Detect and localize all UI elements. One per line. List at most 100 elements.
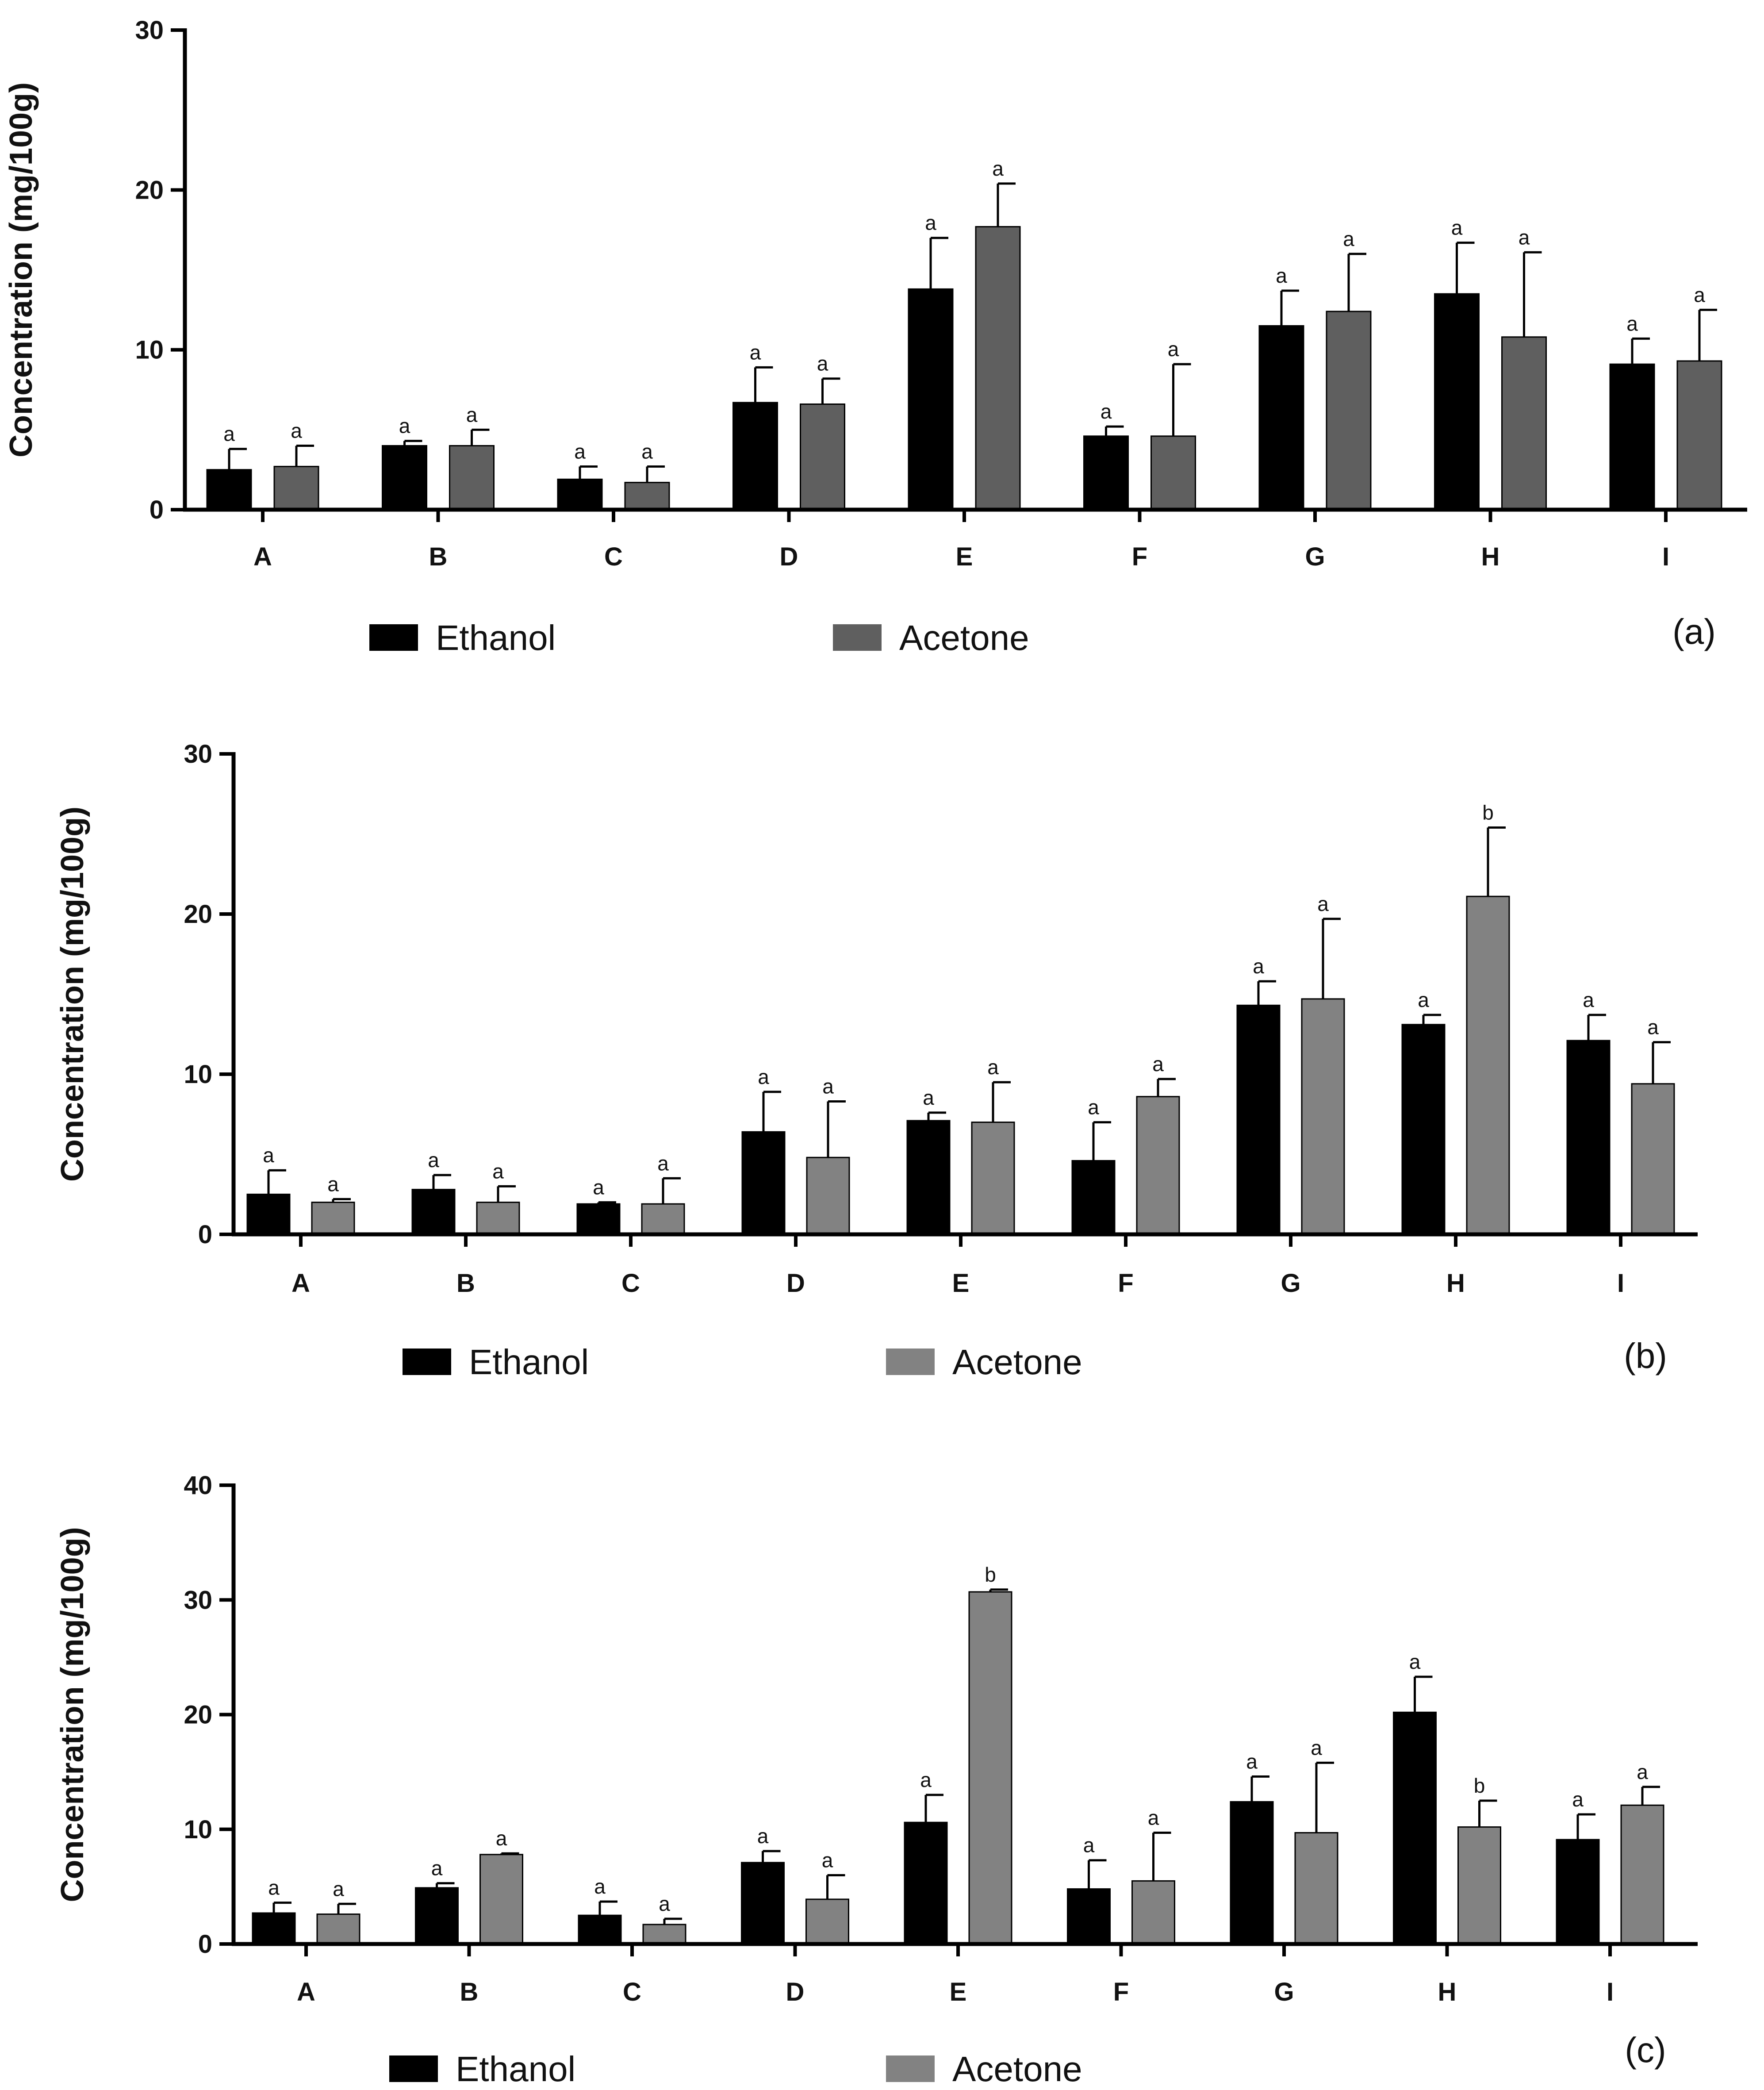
significance-label: a bbox=[327, 1172, 339, 1195]
legend-swatch-ethanol bbox=[389, 2055, 438, 2082]
bar-acetone-I bbox=[1676, 360, 1722, 511]
significance-label: a bbox=[1083, 1834, 1095, 1857]
y-tick-label: 30 bbox=[135, 16, 164, 45]
bar-acetone-G bbox=[1301, 998, 1345, 1235]
x-tick-label: A bbox=[297, 1978, 315, 2006]
bar-acetone-I bbox=[1631, 1083, 1675, 1235]
x-tick-label: A bbox=[253, 542, 272, 571]
x-tick-label: E bbox=[950, 1978, 967, 2006]
bar-ethanol-C bbox=[578, 1914, 622, 1945]
legend-swatch-ethanol bbox=[369, 624, 418, 651]
bar-ethanol-B bbox=[411, 1189, 456, 1235]
y-axis-label: Concentration (mg/100g) bbox=[55, 1527, 90, 1902]
bar-ethanol-I bbox=[1556, 1839, 1600, 1945]
x-tick-label: A bbox=[291, 1269, 310, 1298]
bar-ethanol-C bbox=[557, 478, 603, 511]
significance-label: a bbox=[593, 1176, 604, 1199]
x-tick-label: F bbox=[1113, 1978, 1129, 2006]
bar-acetone-F bbox=[1136, 1096, 1180, 1235]
x-tick-label: C bbox=[623, 1978, 641, 2006]
y-axis-label: Concentration (mg/100g) bbox=[4, 82, 39, 457]
significance-label: a bbox=[750, 341, 761, 364]
y-tick-label: 20 bbox=[184, 900, 212, 929]
significance-label: a bbox=[992, 157, 1004, 180]
legend-swatch-ethanol bbox=[403, 1349, 451, 1375]
x-tick-label: D bbox=[780, 542, 798, 571]
significance-label: a bbox=[1168, 338, 1179, 361]
significance-label: a bbox=[574, 440, 586, 463]
bar-ethanol-B bbox=[415, 1887, 459, 1945]
bar-ethanol-A bbox=[206, 469, 252, 511]
x-tick-label: E bbox=[952, 1269, 970, 1298]
significance-label: b bbox=[985, 1563, 996, 1586]
y-tick-label: 20 bbox=[184, 1701, 212, 1729]
x-tick-label: D bbox=[786, 1269, 805, 1298]
significance-label: a bbox=[1637, 1760, 1648, 1783]
panel-label: (a) bbox=[1672, 612, 1716, 651]
significance-label: a bbox=[1409, 1650, 1421, 1673]
y-tick-label: 10 bbox=[135, 336, 164, 365]
x-tick-label: H bbox=[1481, 542, 1500, 571]
bar-acetone-E bbox=[975, 226, 1021, 511]
bar-ethanol-F bbox=[1067, 1888, 1111, 1945]
bar-ethanol-E bbox=[906, 1120, 951, 1235]
significance-label: a bbox=[923, 1086, 934, 1109]
bar-acetone-D bbox=[805, 1898, 849, 1945]
bar-acetone-D bbox=[806, 1156, 850, 1235]
legend-label-acetone: Acetone bbox=[899, 618, 1029, 657]
bar-ethanol-H bbox=[1434, 293, 1480, 511]
significance-label: a bbox=[431, 1857, 443, 1880]
significance-label: a bbox=[496, 1827, 507, 1850]
significance-label: a bbox=[466, 403, 478, 426]
x-tick-label: B bbox=[429, 542, 448, 571]
bar-ethanol-I bbox=[1566, 1040, 1611, 1235]
significance-label: a bbox=[1626, 312, 1638, 335]
bar-acetone-I bbox=[1620, 1804, 1664, 1945]
bar-ethanol-F bbox=[1083, 435, 1129, 511]
x-tick-label: D bbox=[786, 1978, 805, 2006]
significance-label: a bbox=[399, 415, 410, 438]
y-tick-label: 0 bbox=[150, 496, 164, 524]
bar-acetone-E bbox=[968, 1591, 1012, 1945]
significance-label: a bbox=[925, 211, 936, 234]
significance-label: a bbox=[291, 419, 302, 442]
significance-label: a bbox=[822, 1075, 834, 1098]
significance-label: a bbox=[659, 1892, 670, 1915]
y-axis-label: Concentration (mg/100g) bbox=[55, 807, 90, 1182]
significance-label: a bbox=[1647, 1016, 1659, 1039]
significance-label: a bbox=[641, 440, 653, 463]
significance-label: b bbox=[1474, 1774, 1485, 1797]
significance-label: a bbox=[1152, 1053, 1164, 1076]
significance-label: a bbox=[1519, 226, 1530, 249]
x-tick-label: B bbox=[456, 1269, 475, 1298]
x-tick-label: G bbox=[1274, 1978, 1294, 2006]
bar-acetone-H bbox=[1457, 1826, 1501, 1945]
bar-ethanol-H bbox=[1401, 1024, 1446, 1235]
significance-label: a bbox=[657, 1152, 669, 1175]
bar-ethanol-D bbox=[741, 1131, 786, 1235]
significance-label: a bbox=[1317, 892, 1329, 915]
significance-label: a bbox=[223, 423, 235, 446]
panel-label: (c) bbox=[1625, 2030, 1666, 2070]
significance-label: a bbox=[428, 1149, 439, 1172]
legend-label-acetone: Acetone bbox=[952, 1342, 1082, 1382]
legend-swatch-acetone bbox=[886, 1349, 935, 1375]
bar-ethanol-B bbox=[382, 445, 427, 511]
x-tick-label: E bbox=[956, 542, 973, 571]
y-tick-label: 0 bbox=[198, 1220, 212, 1249]
y-tick-label: 0 bbox=[198, 1930, 212, 1959]
bar-acetone-G bbox=[1294, 1832, 1338, 1945]
y-tick-label: 20 bbox=[135, 176, 164, 204]
significance-label: a bbox=[333, 1877, 344, 1900]
significance-label: a bbox=[1088, 1096, 1099, 1119]
significance-label: a bbox=[263, 1144, 274, 1167]
bar-ethanol-G bbox=[1230, 1801, 1274, 1945]
x-tick-label: B bbox=[460, 1978, 479, 2006]
legend-label-ethanol: Ethanol bbox=[456, 2049, 575, 2089]
significance-label: a bbox=[758, 1065, 769, 1088]
x-tick-label: G bbox=[1281, 1269, 1300, 1298]
bar-ethanol-A bbox=[252, 1912, 296, 1945]
bar-ethanol-I bbox=[1609, 363, 1655, 511]
significance-label: a bbox=[1148, 1806, 1159, 1829]
